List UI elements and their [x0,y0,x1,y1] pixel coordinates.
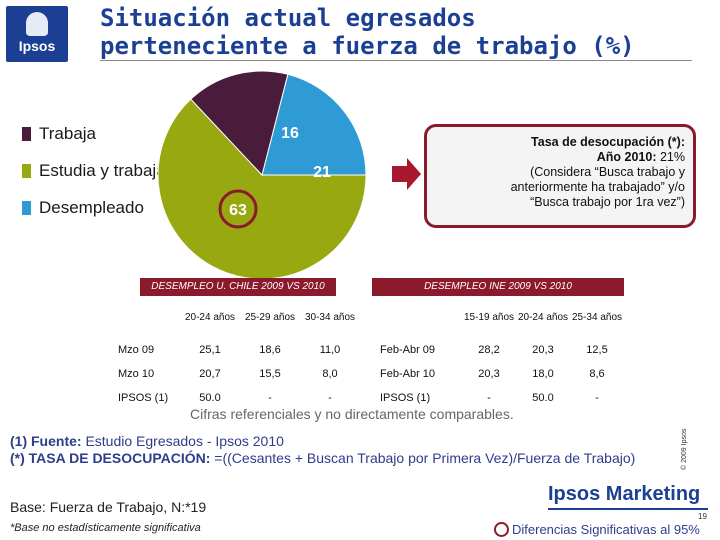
significance-circle-icon [494,522,509,537]
table-row-label: IPSOS (1) [118,392,169,404]
legend-item-desempleado: Desempleado [22,198,144,218]
pie-slice-desempleado [190,70,289,177]
callout-line3: (Considera “Busca trabajo y [530,165,685,179]
table-cell: 28,2 [478,344,500,356]
significance-legend: Diferencias Significativas al 95% [494,522,700,537]
arrow-right-icon [392,158,421,190]
table-cell: 8,0 [322,368,338,380]
callout-line4: anteriormente ha trabajado” y/o [510,180,685,194]
page-number: 19 [698,512,707,521]
table-row-label: Feb-Abr 10 [380,368,436,380]
significance-text: Diferencias Significativas al 95% [512,522,700,537]
table-cell: 18,0 [532,368,554,380]
table-cell: 50.0 [532,392,554,404]
legend-label-estudia: Estudia y trabaja [39,161,166,180]
source-notes: (1) Fuente: Estudio Egresados - Ipsos 20… [10,433,674,467]
table-uchile-header: 20-24 años 25-29 años 30-34 años [116,298,360,338]
ipsos-logo-text: Ipsos [18,38,56,54]
legend-item-estudia: Estudia y trabaja [22,161,166,181]
table-header-cell: 20-24 años [517,312,569,323]
copyright-text: © 2009 Ipsos [681,428,688,470]
legend-label-desempleado: Desempleado [39,198,144,217]
table-cell: 15,5 [259,368,281,380]
table-row: Mzo 09 25,1 18,6 11,0 [116,338,360,362]
table-cell: 18,6 [259,344,281,356]
legend-swatch-trabaja [22,127,31,141]
significance-highlight-circle [218,189,258,229]
callout-year-label: Año 2010: [596,150,657,164]
table-row-label: IPSOS (1) [380,392,431,404]
table-row-label: Mzo 09 [118,344,155,356]
ipsos-logo-icon [26,12,48,36]
page-title: Situación actual egresados perteneciente… [100,4,635,60]
brand-name: Ipsos Marketing [548,483,701,505]
referential-note: Cifras referenciales y no directamente c… [190,406,514,422]
legend-swatch-estudia [22,164,31,178]
pie-slice-trabaja [157,98,367,280]
table-row: Mzo 10 20,7 15,5 8,0 [116,362,360,386]
definition-text: =((Cesantes + Buscan Trabajo por Primera… [210,450,636,466]
table-cell: - [268,392,272,404]
page-title-line1: Situación actual egresados [100,4,476,32]
callout-year-value: 21% [656,150,685,164]
table-row-label: Mzo 10 [118,368,155,380]
table-ine: 15-19 años 20-24 años 25-34 años Feb-Abr… [378,298,624,410]
base-note: *Base no estadísticamente significativa [10,522,201,534]
table-cell: 20,3 [478,368,500,380]
table-header-cell: 25-34 años [571,312,623,323]
table-cell [116,298,180,338]
table-header-cell: 20-24 años [184,312,236,323]
table-row: Feb-Abr 09 28,2 20,3 12,5 [378,338,624,362]
pie-slice-estudia-y-trabaja [261,73,367,176]
title-divider [100,60,692,61]
legend-swatch-desempleado [22,201,31,215]
table-uchile-title: DESEMPLEO U. CHILE 2009 VS 2010 [140,278,336,296]
table-row: IPSOS (1) 50.0 - - [116,386,360,410]
table-cell: 20,7 [199,368,221,380]
unemployment-callout: Tasa de desocupación (*): Año 2010: 21% … [424,124,696,228]
table-header-cell: 25-29 años [244,312,296,323]
table-cell: - [328,392,332,404]
callout-heading: Tasa de desocupación (*): [531,135,685,149]
table-cell: 12,5 [586,344,608,356]
table-cell: 11,0 [319,344,341,356]
table-cell [378,298,462,338]
table-cell: 25,1 [199,344,221,356]
table-header-cell: 15-19 años [463,312,515,323]
base-text: Base: Fuerza de Trabajo, N:*19 [10,499,207,515]
source-text: Estudio Egresados - Ipsos 2010 [81,433,284,449]
page-title-line2: perteneciente a fuerza de trabajo (%) [100,32,635,60]
pie-label-desempleado: 16 [281,125,299,142]
table-cell: - [595,392,599,404]
table-uchile: 20-24 años 25-29 años 30-34 años Mzo 09 … [116,298,360,410]
table-ine-header: 15-19 años 20-24 años 25-34 años [378,298,624,338]
table-header-cell: 30-34 años [304,312,356,323]
legend-label-trabaja: Trabaja [39,124,97,143]
callout-line5: “Busca trabajo por 1ra vez”) [530,195,685,209]
table-ine-title: DESEMPLEO INE 2009 VS 2010 [372,278,624,296]
table-cell: - [487,392,491,404]
definition-label: (*) TASA DE DESOCUPACIÓN: [10,450,211,466]
brand-underline [548,508,708,510]
table-cell: 20,3 [532,344,554,356]
table-row: Feb-Abr 10 20,3 18,0 8,6 [378,362,624,386]
pie-label-trabaja: 63 [229,202,247,219]
table-cell: 50.0 [199,392,221,404]
source-label: (1) Fuente: [10,433,82,449]
table-cell: 8,6 [589,368,605,380]
legend-item-trabaja: Trabaja [22,124,96,144]
pie-label-estudia-y-trabaja: 21 [313,164,331,181]
table-row: IPSOS (1) - 50.0 - [378,386,624,410]
table-row-label: Feb-Abr 09 [380,344,436,356]
ipsos-logo: Ipsos [6,6,68,62]
